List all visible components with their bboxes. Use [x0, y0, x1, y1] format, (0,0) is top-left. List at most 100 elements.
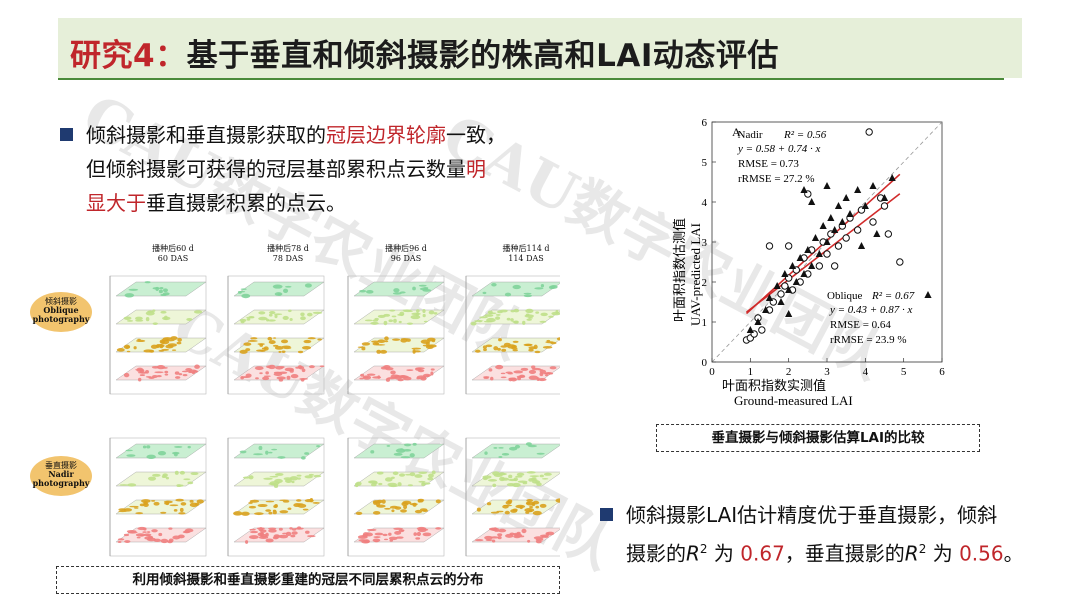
point-patch	[267, 319, 276, 322]
point-patch	[497, 533, 503, 537]
point-patch	[398, 473, 406, 477]
point-patch	[269, 475, 279, 478]
point-patch	[512, 320, 519, 324]
point-patch	[407, 484, 413, 487]
title-text: 基于垂直和倾斜摄影的株高和LAI动态评估	[186, 38, 779, 74]
point-patch	[125, 449, 133, 452]
point-patch	[512, 349, 519, 352]
point-patch	[545, 532, 550, 536]
point-patch	[544, 371, 553, 375]
point-patch	[168, 538, 174, 542]
point-patch	[268, 340, 276, 345]
point-patch	[259, 372, 263, 375]
point-patch	[398, 529, 405, 533]
point-patch	[360, 373, 365, 377]
point-patch	[372, 510, 381, 515]
point-patch	[278, 534, 289, 539]
nadir-point	[781, 282, 789, 290]
point-patch	[302, 508, 309, 511]
point-patch	[362, 375, 372, 380]
point-patch	[490, 511, 500, 514]
point-patch	[399, 448, 404, 451]
point-patch	[533, 536, 544, 540]
page-title: 研究4：基于垂直和倾斜摄影的株高和LAI动态评估	[70, 30, 779, 75]
point-patch	[500, 376, 507, 379]
point-patch	[423, 320, 428, 323]
point-patch	[263, 375, 271, 377]
point-patch	[183, 530, 191, 534]
point-patch	[162, 337, 173, 340]
point-patch	[556, 337, 560, 341]
nadir-point	[765, 242, 774, 250]
point-patch	[169, 504, 179, 507]
point-patch	[268, 364, 276, 370]
oblique-point	[800, 186, 808, 193]
point-patch	[284, 367, 294, 372]
point-patch	[247, 340, 258, 342]
point-patch	[152, 473, 161, 477]
point-patch	[291, 528, 297, 531]
bullet-square	[600, 508, 613, 521]
point-patch	[525, 308, 534, 314]
point-patch	[433, 312, 438, 315]
ylabel-cn: 叶面积指数估测值	[672, 218, 688, 322]
point-patch	[127, 483, 137, 487]
point-patch	[255, 377, 259, 380]
point-patch	[248, 505, 257, 509]
point-patch	[505, 533, 514, 538]
point-patch	[257, 503, 268, 508]
point-patch	[390, 370, 396, 375]
point-patch	[286, 375, 291, 380]
point-patch	[484, 451, 488, 455]
point-patch	[488, 312, 497, 315]
nadir-rrmse: rRMSE = 27.2 %	[738, 173, 814, 185]
point-patch	[377, 339, 386, 344]
point-patch	[143, 527, 147, 531]
layer-panel	[347, 275, 445, 395]
point-patch	[272, 510, 277, 515]
oblique-point	[869, 182, 877, 189]
point-patch	[549, 366, 557, 370]
point-patch	[413, 532, 417, 536]
point-patch	[304, 283, 312, 288]
point-patch	[534, 287, 544, 290]
point-patch	[261, 347, 267, 350]
oblique-point	[788, 262, 797, 269]
bullet-text-1: 倾斜摄影和垂直摄影获取的冠层边界轮廓一致， 但倾斜摄影可获得的冠层基部累积点云数…	[86, 123, 506, 215]
point-patch	[283, 288, 289, 293]
point-patch	[123, 372, 130, 378]
point-patch	[378, 482, 383, 486]
point-patch	[190, 472, 199, 476]
point-patch	[403, 504, 408, 510]
oblique-rrmse: rRMSE = 23.9 %	[830, 334, 906, 346]
point-patch	[399, 291, 406, 294]
point-patch	[548, 315, 554, 318]
point-patch	[422, 288, 432, 292]
point-patch	[148, 376, 155, 380]
point-patch	[179, 470, 185, 475]
point-patch	[427, 344, 437, 348]
point-patch	[254, 366, 264, 371]
point-patch	[497, 528, 507, 533]
nadir-point	[884, 230, 893, 238]
point-patch	[535, 539, 542, 544]
point-patch	[528, 348, 534, 352]
point-patch	[285, 285, 292, 288]
point-patch	[500, 345, 508, 348]
point-patch	[536, 452, 545, 455]
point-patch	[482, 291, 487, 295]
point-patch	[502, 504, 509, 509]
point-patch	[555, 498, 560, 503]
point-patch	[152, 322, 158, 325]
point-patch	[555, 310, 559, 315]
point-patch	[535, 505, 540, 509]
point-patch	[157, 450, 167, 456]
point-patch	[289, 476, 299, 481]
point-patch	[394, 506, 402, 510]
point-patch	[116, 348, 125, 352]
point-patch	[383, 364, 391, 369]
point-patch	[135, 512, 144, 515]
point-patch	[196, 499, 204, 504]
point-patch	[278, 350, 282, 353]
point-patch	[521, 528, 527, 534]
